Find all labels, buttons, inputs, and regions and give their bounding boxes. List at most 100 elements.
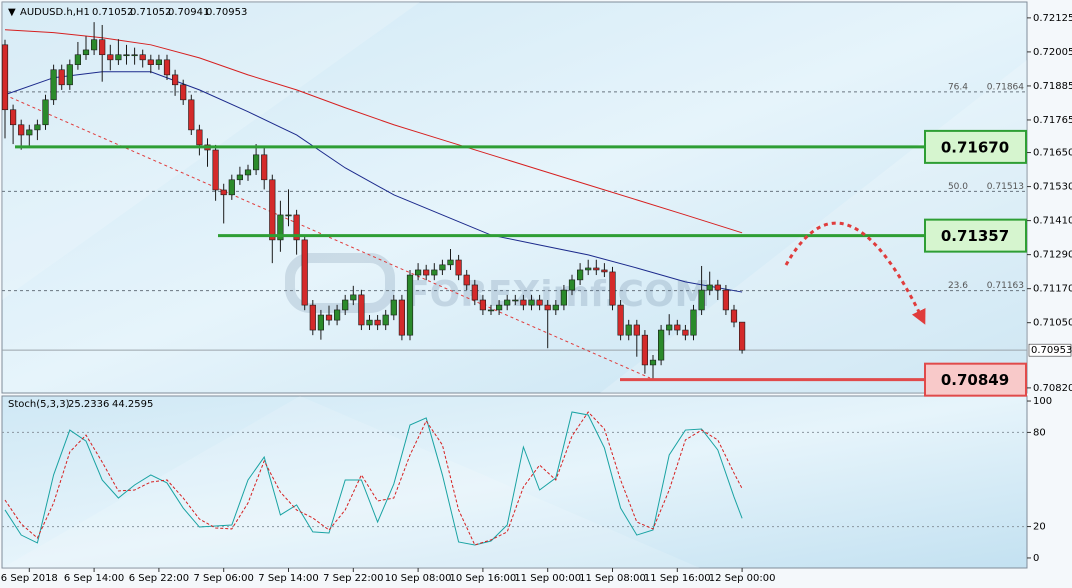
level-label: 0.71357	[941, 227, 1009, 245]
candle-body	[366, 319, 373, 326]
candle-body	[633, 324, 640, 336]
x-tick-label: 6 Sep 14:00	[64, 573, 124, 584]
candle-body	[91, 39, 98, 51]
candle-body	[593, 267, 600, 271]
candle-body	[536, 299, 543, 306]
candle-body	[236, 174, 244, 181]
candle-body	[738, 321, 746, 351]
x-tick-label: 12 Sep 00:00	[709, 573, 776, 584]
candle-body	[698, 289, 705, 311]
candle-body	[253, 154, 260, 171]
stoch-title: Stoch(5,3,3)	[8, 399, 70, 410]
candle-body	[682, 329, 689, 336]
x-tick-label: 10 Sep 16:00	[450, 573, 517, 584]
y-tick-label: 80	[1033, 427, 1046, 438]
y-tick-label: 0.71765	[1033, 115, 1072, 126]
candle-body	[115, 54, 122, 61]
candle-body	[325, 314, 333, 321]
candle-body	[552, 304, 559, 311]
watermark-logo	[285, 253, 395, 313]
fib-price: 0.71163	[987, 281, 1024, 291]
fib-level: 50.0	[948, 182, 968, 192]
level-label: 0.70849	[941, 371, 1009, 389]
candle-body	[172, 74, 179, 86]
candle-body	[228, 179, 235, 196]
x-tick-label: 6 Sep 22:00	[129, 573, 189, 584]
moving-average	[4, 71, 743, 293]
candle-body	[487, 309, 495, 312]
y-tick-label: 100	[1033, 396, 1052, 407]
header-open: 0.71052	[92, 7, 133, 18]
candle-body	[261, 154, 268, 181]
candle-body	[431, 269, 438, 276]
y-tick-label: 0.72005	[1033, 47, 1072, 58]
x-tick-label: 10 Sep 08:00	[385, 573, 452, 584]
candle-body	[690, 309, 697, 336]
candle-body	[730, 309, 738, 323]
candle-body	[568, 279, 576, 291]
candle-body	[244, 169, 252, 176]
candle-body	[212, 149, 219, 191]
candle-body	[609, 271, 616, 306]
candle-body	[576, 269, 584, 281]
candle-body	[674, 324, 681, 331]
stoch-line	[4, 411, 743, 546]
candle-body	[722, 289, 729, 311]
bg-shape	[2, 396, 700, 568]
candle-body	[512, 299, 519, 302]
candle-body	[66, 64, 73, 86]
candle-body	[277, 214, 284, 241]
y-tick-label: 0.70820	[1033, 383, 1072, 394]
candle-body	[107, 54, 114, 61]
y-tick-label: 0.71410	[1033, 216, 1072, 227]
candle-body	[123, 54, 130, 57]
y-tick-label: 0.71885	[1033, 81, 1072, 92]
y-tick-label: 0.72125	[1033, 13, 1072, 24]
candle-body	[163, 59, 171, 76]
candle-body	[1, 44, 9, 111]
candle-body	[342, 299, 349, 311]
candle-body	[625, 324, 632, 336]
stoch-line	[4, 411, 743, 546]
symbol-title: AUDUSD.h,H1	[20, 7, 90, 18]
candle-body	[706, 284, 713, 291]
stoch-panel	[1, 395, 1028, 569]
moving-average	[4, 29, 743, 234]
bg-shape	[2, 2, 420, 300]
candle-body	[463, 274, 470, 286]
y-tick-label: 20	[1033, 522, 1046, 533]
candle-body	[423, 269, 430, 276]
candle-body	[617, 304, 624, 336]
x-tick-label: 6 Sep 2018	[1, 573, 58, 584]
candle-body	[139, 54, 146, 61]
fib-price: 0.71864	[987, 82, 1024, 92]
current-price-box	[1028, 343, 1072, 357]
candle-body	[544, 304, 551, 311]
x-tick-label: 11 Sep 08:00	[579, 573, 646, 584]
candle-body	[479, 299, 487, 311]
candle-body	[398, 299, 406, 336]
candle-body	[220, 189, 227, 196]
candle-body	[528, 299, 535, 306]
candle-body	[333, 309, 341, 321]
candle-body	[74, 54, 81, 65]
stoch-d-value: 44.2595	[112, 399, 153, 410]
candle-body	[358, 294, 365, 326]
candle-body	[390, 299, 397, 316]
header-close: 0.70953	[206, 7, 247, 18]
y-tick-label: 0.71650	[1033, 148, 1072, 159]
collapse-icon: ▼	[8, 7, 16, 18]
current-price-label: 0.70953	[1031, 345, 1072, 356]
candle-body	[714, 284, 721, 291]
candle-body	[155, 59, 163, 65]
level-box	[924, 362, 1027, 397]
x-tick-label: 7 Sep 14:00	[258, 573, 318, 584]
candle-body	[471, 284, 478, 301]
forecast-arrow	[784, 221, 926, 325]
fib-price: 0.71513	[987, 182, 1024, 192]
candle-body	[455, 259, 462, 276]
candle-body	[641, 334, 648, 366]
candle-body	[309, 304, 316, 331]
candle-body	[18, 124, 25, 136]
